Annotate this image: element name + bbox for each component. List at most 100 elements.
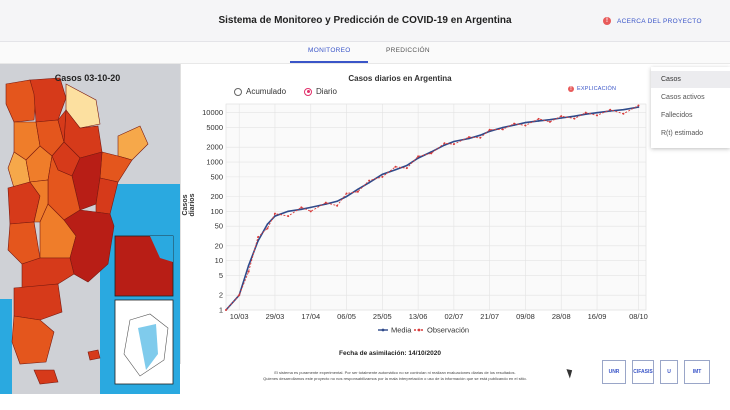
province-misiones[interactable] <box>117 125 149 161</box>
y-tick-label: 10 <box>215 256 223 265</box>
islas-malvinas[interactable] <box>87 349 101 361</box>
tab-prediccion[interactable]: PREDICCIÓN <box>386 47 430 54</box>
x-tick-label: 25/05 <box>373 312 392 321</box>
tab-monitoreo[interactable]: MONITOREO <box>308 47 351 54</box>
chart-legend: Media Observación <box>378 326 469 335</box>
data-point-observacion <box>238 294 241 297</box>
disclaimer-line-2: Quienes desarrollamos este proyecto no n… <box>263 376 527 381</box>
logo-cifasis[interactable]: CIFASIS <box>632 360 654 384</box>
province-santa-cruz[interactable] <box>11 315 55 365</box>
data-point-observacion <box>584 111 587 114</box>
data-point-media <box>479 134 482 136</box>
chart-grid <box>225 103 647 311</box>
data-point-media <box>637 106 640 108</box>
x-tick-label: 09/08 <box>516 312 535 321</box>
metric-casos-activos[interactable]: Casos activos <box>661 94 705 101</box>
x-tick-label: 06/05 <box>337 312 356 321</box>
data-point-observacion <box>345 192 348 195</box>
data-point-observacion <box>548 120 551 123</box>
legend-marker <box>417 328 421 332</box>
x-tick-label: 16/09 <box>588 312 607 321</box>
chart-mode-toggle: Acumulado Diario <box>234 87 337 96</box>
radio-acumulado[interactable] <box>234 87 242 96</box>
y-tick-label: 2 <box>219 291 223 300</box>
disclaimer: El sistema es puramente experimental. Po… <box>225 370 565 382</box>
province-salta[interactable] <box>29 77 67 123</box>
x-tick-label: 10/03 <box>230 312 249 321</box>
mouse-cursor <box>566 367 575 379</box>
data-point-observacion <box>637 104 640 107</box>
ocean-area-west <box>0 299 12 394</box>
logo-u[interactable]: U <box>660 360 678 384</box>
data-point-media <box>596 111 598 114</box>
plot-area <box>225 103 647 311</box>
chart-series <box>225 104 640 311</box>
data-point-media <box>453 140 455 143</box>
disclaimer-line-1: El sistema es puramente experimental. Po… <box>274 370 516 375</box>
data-point-media <box>502 126 504 129</box>
legend-label: Observación <box>427 326 469 335</box>
data-point-observacion <box>266 227 269 230</box>
data-point-media <box>238 294 240 296</box>
province-chubut[interactable] <box>13 283 63 321</box>
data-point-media <box>468 137 470 140</box>
province-neuquen[interactable] <box>7 221 41 265</box>
data-point-media <box>622 108 625 111</box>
chart-title: Casos diarios en Argentina <box>348 74 452 83</box>
data-point-media <box>549 118 551 121</box>
data-point-media <box>247 264 250 267</box>
data-point-observacion <box>247 270 250 273</box>
antarctica-sector <box>138 324 158 370</box>
info-icon: ! <box>603 17 611 25</box>
metric-rt-estimado[interactable]: R(t) estimado <box>661 130 704 137</box>
argentina-map[interactable] <box>0 64 180 394</box>
data-point-media <box>430 151 433 153</box>
data-point-observacion <box>596 114 599 117</box>
data-point-media <box>513 124 515 126</box>
data-point-observacion <box>257 236 260 239</box>
legend-label: Media <box>391 326 412 335</box>
data-point-media <box>309 206 312 209</box>
logo-imt[interactable]: IMT <box>684 360 710 384</box>
radio-acumulado-label: Acumulado <box>246 87 287 96</box>
map-title: Casos 03-10-20 <box>54 73 121 83</box>
about-project-link[interactable]: ! ACERCA DEL PROYECTO <box>603 17 702 25</box>
data-point-observacion <box>405 167 408 170</box>
data-point-observacion <box>560 115 563 118</box>
legend-marker <box>381 328 385 332</box>
x-tick-label: 17/04 <box>301 312 320 321</box>
radio-diario-label: Diario <box>316 87 337 96</box>
data-point-media <box>584 113 587 116</box>
province-formosa[interactable] <box>65 83 101 129</box>
data-point-observacion <box>430 152 433 155</box>
province-tierra-del-fuego[interactable] <box>33 369 59 385</box>
data-point-observacion <box>443 142 446 145</box>
logo-unr[interactable]: UNR <box>602 360 626 384</box>
about-project-label: ACERCA DEL PROYECTO <box>617 17 702 25</box>
page-title: Sistema de Monitoreo y Predicción de COV… <box>218 15 512 26</box>
metric-casos[interactable]: Casos <box>651 71 730 88</box>
y-tick-label: 2000 <box>206 143 223 152</box>
radio-diario[interactable] <box>304 87 313 96</box>
data-point-observacion <box>513 122 516 125</box>
data-point-observacion <box>324 201 327 204</box>
tab-bar: MONITOREO PREDICCIÓN <box>0 42 730 64</box>
data-point-observacion <box>368 179 371 182</box>
data-point-observacion <box>622 112 625 115</box>
series-line-media <box>225 106 639 311</box>
data-point-media <box>368 181 370 184</box>
explanation-link[interactable]: ! EXPLICACIÓN <box>568 86 616 92</box>
metric-fallecidos[interactable]: Fallecidos <box>661 112 693 119</box>
x-tick-label: 08/10 <box>629 312 648 321</box>
data-point-observacion <box>501 128 504 131</box>
active-tab-indicator <box>290 61 368 63</box>
data-point-observacion <box>452 143 455 146</box>
x-tick-labels: 10/03 29/03 17/04 06/05 25/05 13/06 02/07 21/07… <box>230 312 648 321</box>
province-rio-negro[interactable] <box>21 257 75 289</box>
data-point-media <box>266 223 269 225</box>
data-point-media <box>300 208 303 211</box>
data-point-media <box>524 121 527 124</box>
data-point-observacion <box>524 124 527 127</box>
province-buenos-aires[interactable] <box>63 209 115 283</box>
data-point-media <box>560 117 563 119</box>
